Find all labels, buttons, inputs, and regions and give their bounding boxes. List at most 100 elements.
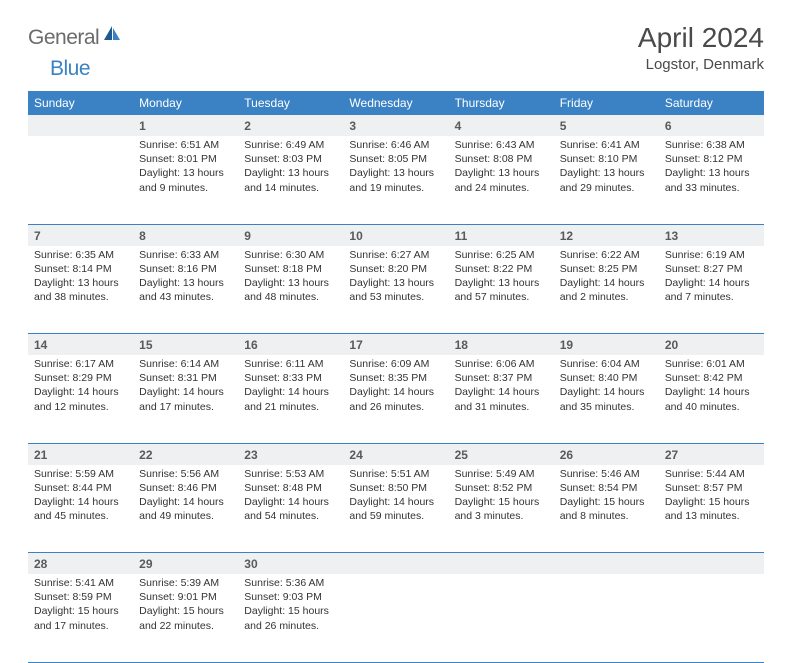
daynum-cell: 10 bbox=[343, 224, 448, 246]
daynum-cell: 26 bbox=[554, 443, 659, 465]
daynum-cell: 8 bbox=[133, 224, 238, 246]
day-details: Sunrise: 5:59 AMSunset: 8:44 PMDaylight:… bbox=[28, 465, 133, 530]
day-details: Sunrise: 6:51 AMSunset: 8:01 PMDaylight:… bbox=[133, 136, 238, 201]
daynum-row: 14151617181920 bbox=[28, 334, 764, 356]
daynum-cell: 14 bbox=[28, 334, 133, 356]
day-cell: Sunrise: 6:41 AMSunset: 8:10 PMDaylight:… bbox=[554, 136, 659, 224]
day-cell: Sunrise: 5:53 AMSunset: 8:48 PMDaylight:… bbox=[238, 465, 343, 553]
daynum-cell: 2 bbox=[238, 115, 343, 136]
weekday-header: Saturday bbox=[659, 91, 764, 115]
day-details: Sunrise: 6:43 AMSunset: 8:08 PMDaylight:… bbox=[449, 136, 554, 201]
daynum-cell: 11 bbox=[449, 224, 554, 246]
day-cell: Sunrise: 6:49 AMSunset: 8:03 PMDaylight:… bbox=[238, 136, 343, 224]
day-number: 2 bbox=[244, 119, 251, 133]
day-details: Sunrise: 6:19 AMSunset: 8:27 PMDaylight:… bbox=[659, 246, 764, 311]
day-number: 12 bbox=[560, 229, 573, 243]
weekday-header: Wednesday bbox=[343, 91, 448, 115]
day-cell: Sunrise: 6:27 AMSunset: 8:20 PMDaylight:… bbox=[343, 246, 448, 334]
day-details: Sunrise: 5:44 AMSunset: 8:57 PMDaylight:… bbox=[659, 465, 764, 530]
logo-text-blue: Blue bbox=[50, 57, 90, 80]
day-cell bbox=[554, 574, 659, 662]
day-details: Sunrise: 6:41 AMSunset: 8:10 PMDaylight:… bbox=[554, 136, 659, 201]
day-cell: Sunrise: 5:39 AMSunset: 9:01 PMDaylight:… bbox=[133, 574, 238, 662]
day-number: 4 bbox=[455, 119, 462, 133]
weekday-header: Monday bbox=[133, 91, 238, 115]
day-number: 13 bbox=[665, 229, 678, 243]
day-cell: Sunrise: 6:14 AMSunset: 8:31 PMDaylight:… bbox=[133, 355, 238, 443]
day-number: 11 bbox=[455, 229, 468, 243]
day-cell: Sunrise: 5:51 AMSunset: 8:50 PMDaylight:… bbox=[343, 465, 448, 553]
day-details: Sunrise: 6:14 AMSunset: 8:31 PMDaylight:… bbox=[133, 355, 238, 420]
day-number: 16 bbox=[244, 338, 257, 352]
day-cell: Sunrise: 5:44 AMSunset: 8:57 PMDaylight:… bbox=[659, 465, 764, 553]
day-details: Sunrise: 5:36 AMSunset: 9:03 PMDaylight:… bbox=[238, 574, 343, 639]
day-details: Sunrise: 6:27 AMSunset: 8:20 PMDaylight:… bbox=[343, 246, 448, 311]
day-cell: Sunrise: 6:06 AMSunset: 8:37 PMDaylight:… bbox=[449, 355, 554, 443]
day-cell: Sunrise: 6:35 AMSunset: 8:14 PMDaylight:… bbox=[28, 246, 133, 334]
logo-text-general: General bbox=[28, 26, 99, 50]
day-cell bbox=[28, 136, 133, 224]
daynum-row: 12 3 4 5 6 bbox=[28, 115, 764, 136]
daynum-cell: 1 bbox=[133, 115, 238, 136]
day-details: Sunrise: 6:11 AMSunset: 8:33 PMDaylight:… bbox=[238, 355, 343, 420]
day-details: Sunrise: 6:49 AMSunset: 8:03 PMDaylight:… bbox=[238, 136, 343, 201]
daynum-cell bbox=[449, 553, 554, 575]
day-cell: Sunrise: 6:51 AMSunset: 8:01 PMDaylight:… bbox=[133, 136, 238, 224]
day-details: Sunrise: 6:35 AMSunset: 8:14 PMDaylight:… bbox=[28, 246, 133, 311]
daynum-cell: 21 bbox=[28, 443, 133, 465]
day-cell: Sunrise: 6:33 AMSunset: 8:16 PMDaylight:… bbox=[133, 246, 238, 334]
logo-sail-icon bbox=[103, 25, 121, 46]
day-cell bbox=[659, 574, 764, 662]
daynum-cell: 18 bbox=[449, 334, 554, 356]
daynum-cell: 25 bbox=[449, 443, 554, 465]
daynum-cell: 20 bbox=[659, 334, 764, 356]
weekday-header: Tuesday bbox=[238, 91, 343, 115]
day-cell: Sunrise: 6:17 AMSunset: 8:29 PMDaylight:… bbox=[28, 355, 133, 443]
daynum-cell: 22 bbox=[133, 443, 238, 465]
day-cell: Sunrise: 6:38 AMSunset: 8:12 PMDaylight:… bbox=[659, 136, 764, 224]
daynum-cell bbox=[554, 553, 659, 575]
daynum-cell: 7 bbox=[28, 224, 133, 246]
day-cell: Sunrise: 6:43 AMSunset: 8:08 PMDaylight:… bbox=[449, 136, 554, 224]
day-details: Sunrise: 6:22 AMSunset: 8:25 PMDaylight:… bbox=[554, 246, 659, 311]
daynum-row: 21222324252627 bbox=[28, 443, 764, 465]
day-number: 28 bbox=[34, 557, 47, 571]
daynum-cell bbox=[659, 553, 764, 575]
day-details: Sunrise: 5:51 AMSunset: 8:50 PMDaylight:… bbox=[343, 465, 448, 530]
day-number: 22 bbox=[139, 448, 152, 462]
day-cell: Sunrise: 5:56 AMSunset: 8:46 PMDaylight:… bbox=[133, 465, 238, 553]
day-cell: Sunrise: 5:59 AMSunset: 8:44 PMDaylight:… bbox=[28, 465, 133, 553]
day-number: 20 bbox=[665, 338, 678, 352]
day-number: 5 bbox=[560, 119, 567, 133]
day-number: 30 bbox=[244, 557, 257, 571]
day-cell bbox=[343, 574, 448, 662]
weekday-header: Thursday bbox=[449, 91, 554, 115]
day-cell: Sunrise: 6:46 AMSunset: 8:05 PMDaylight:… bbox=[343, 136, 448, 224]
daynum-cell: 4 bbox=[449, 115, 554, 136]
content-row: Sunrise: 5:59 AMSunset: 8:44 PMDaylight:… bbox=[28, 465, 764, 553]
day-number: 8 bbox=[139, 229, 146, 243]
day-details: Sunrise: 6:04 AMSunset: 8:40 PMDaylight:… bbox=[554, 355, 659, 420]
content-row: Sunrise: 6:35 AMSunset: 8:14 PMDaylight:… bbox=[28, 246, 764, 334]
daynum-cell: 19 bbox=[554, 334, 659, 356]
page-title: April 2024 bbox=[638, 22, 764, 54]
daynum-cell: 6 bbox=[659, 115, 764, 136]
day-cell: Sunrise: 5:36 AMSunset: 9:03 PMDaylight:… bbox=[238, 574, 343, 662]
day-number: 21 bbox=[34, 448, 47, 462]
day-details: Sunrise: 5:46 AMSunset: 8:54 PMDaylight:… bbox=[554, 465, 659, 530]
day-details: Sunrise: 6:01 AMSunset: 8:42 PMDaylight:… bbox=[659, 355, 764, 420]
daynum-cell bbox=[343, 553, 448, 575]
day-number: 29 bbox=[139, 557, 152, 571]
daynum-cell: 12 bbox=[554, 224, 659, 246]
day-details: Sunrise: 6:46 AMSunset: 8:05 PMDaylight:… bbox=[343, 136, 448, 201]
day-cell: Sunrise: 6:04 AMSunset: 8:40 PMDaylight:… bbox=[554, 355, 659, 443]
day-details: Sunrise: 5:41 AMSunset: 8:59 PMDaylight:… bbox=[28, 574, 133, 639]
content-row: Sunrise: 6:51 AMSunset: 8:01 PMDaylight:… bbox=[28, 136, 764, 224]
day-cell: Sunrise: 6:09 AMSunset: 8:35 PMDaylight:… bbox=[343, 355, 448, 443]
daynum-cell: 29 bbox=[133, 553, 238, 575]
daynum-row: 78 910 11 12 13 bbox=[28, 224, 764, 246]
day-number: 15 bbox=[139, 338, 152, 352]
daynum-cell: 9 bbox=[238, 224, 343, 246]
day-number: 19 bbox=[560, 338, 573, 352]
day-number: 3 bbox=[349, 119, 356, 133]
